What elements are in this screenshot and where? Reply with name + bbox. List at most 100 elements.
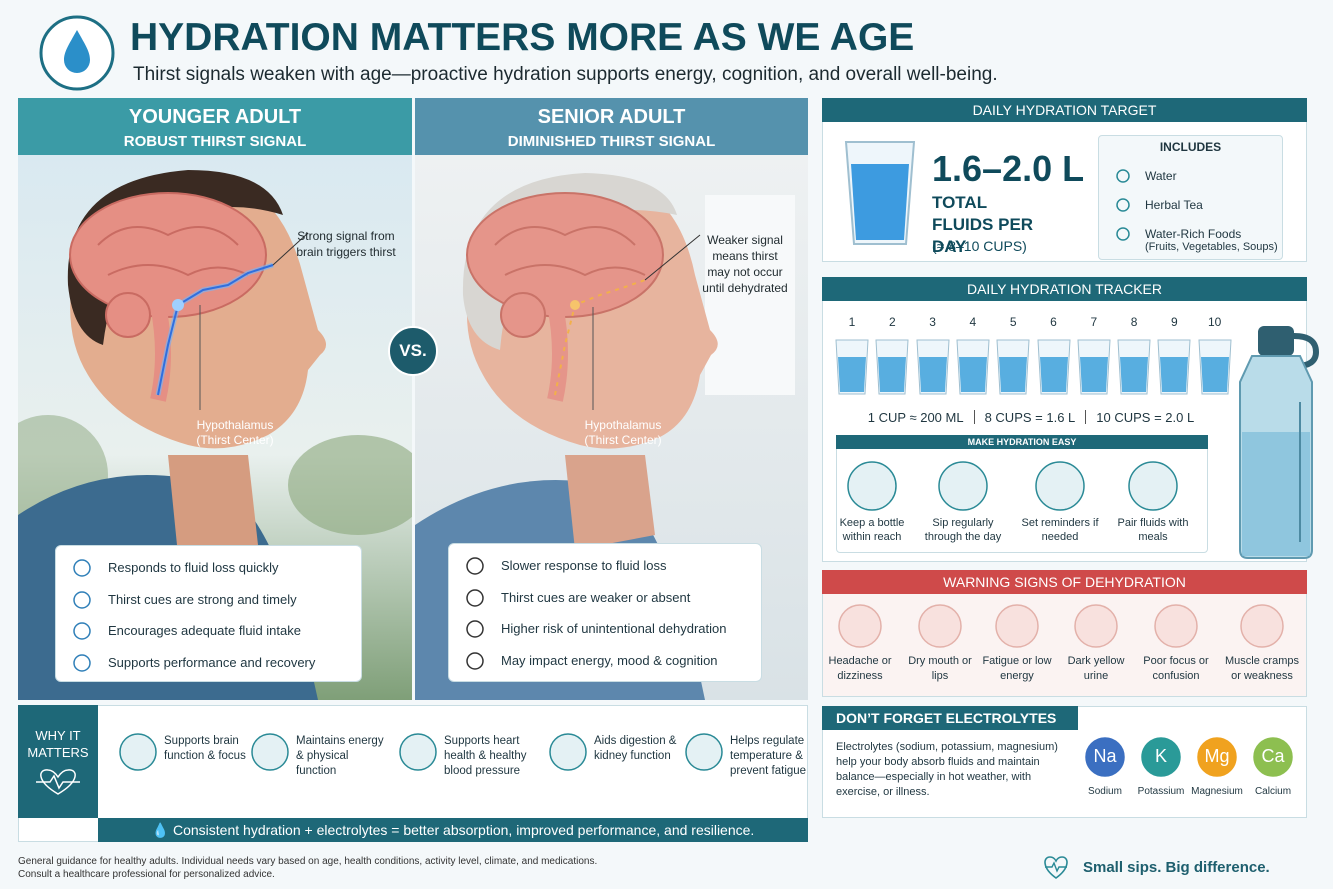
- cup: [916, 339, 950, 395]
- younger-callout: Strong signal from brain triggers thirst: [296, 229, 396, 259]
- sign-icon: [838, 604, 882, 648]
- why-icon: [251, 733, 289, 771]
- cup-number: 6: [1050, 315, 1057, 329]
- why-label-box: WHY IT MATTERS: [18, 705, 98, 818]
- tip-icon: [938, 461, 988, 511]
- electrolyte-symbol: Mg: [1204, 746, 1230, 766]
- senior-points: Slower response to fluid loss Thirst cues…: [448, 543, 762, 682]
- sign-icon: [1154, 604, 1198, 648]
- includes-title: INCLUDES: [1159, 140, 1222, 154]
- younger-subtitle: ROBUST THIRST SIGNAL: [123, 133, 307, 150]
- electrolyte-symbol: Ca: [1261, 746, 1285, 766]
- conversion: 10 CUPS = 2.0 L: [1096, 410, 1195, 425]
- point-icon: [73, 590, 91, 609]
- include-icon: [1116, 198, 1130, 212]
- electrolyte-name: Magnesium: [1191, 786, 1243, 797]
- why-footer: Consistent hydration + electrolytes = be…: [173, 822, 755, 838]
- sign-icon: [1074, 604, 1118, 648]
- glass-icon: [844, 141, 916, 245]
- why-icon: [685, 733, 723, 771]
- cup: [1077, 339, 1111, 395]
- target-header: DAILY HYDRATION TARGET: [822, 98, 1307, 122]
- electrolyte-symbol: K: [1154, 746, 1167, 766]
- sign-text: Muscle cramps or weakness: [1225, 655, 1299, 682]
- senior-subtitle: DIMINISHED THIRST SIGNAL: [507, 133, 716, 150]
- tip-text: Keep a bottle within reach: [839, 517, 905, 543]
- cup-number: 10: [1208, 315, 1222, 329]
- electrolyte-name: Potassium: [1137, 786, 1185, 797]
- electrolyte-circle: [1197, 737, 1237, 777]
- why-footer-bar: 💧 Consistent hydration + electrolytes = …: [98, 818, 808, 842]
- tip-text: Sip regularly through the day: [924, 517, 1002, 543]
- electrolyte-symbol: Na: [1093, 746, 1117, 766]
- electrolyte-text: Electrolytes (sodium, potassium, magnesi…: [836, 741, 1058, 798]
- tip-text: Pair fluids with meals: [1117, 517, 1189, 543]
- cup-number: 3: [929, 315, 936, 329]
- include-icon: [1116, 169, 1130, 183]
- younger-header: YOUNGER ADULT ROBUST THIRST SIGNAL: [18, 98, 412, 155]
- younger-points: Responds to fluid loss quickly Thirst cue…: [55, 545, 362, 682]
- cup: [835, 339, 869, 395]
- why-icon: [119, 733, 157, 771]
- point-icon: [466, 620, 484, 638]
- electrolyte-circle: [1253, 737, 1293, 777]
- point-icon: [466, 557, 484, 575]
- target-cups: (≈ 8–10 CUPS): [932, 238, 1027, 254]
- cup-number: 2: [888, 315, 896, 329]
- electrolyte-name: Sodium: [1088, 786, 1122, 797]
- conversion: 8 CUPS = 1.6 L: [984, 410, 1076, 425]
- cup-number: 4: [969, 315, 977, 329]
- includes-box: [1098, 135, 1283, 260]
- why-text: Helps regulate temperature & prevent fat…: [730, 735, 807, 777]
- cup: [956, 339, 990, 395]
- point-icon: [466, 588, 484, 607]
- point-text: Thirst cues are weaker or absent: [501, 589, 691, 605]
- cup-number: 1: [848, 315, 856, 329]
- sign-icon: [1240, 604, 1284, 648]
- sign-text: Headache or dizziness: [828, 655, 892, 682]
- include-text: Water-Rich Foods: [1145, 227, 1242, 241]
- why-icon: [399, 733, 437, 771]
- point-text: Higher risk of unintentional dehydration: [501, 621, 727, 636]
- cup: [1117, 339, 1151, 395]
- cup: [1198, 339, 1232, 395]
- younger-label: Hypothalamus (Thirst Center): [196, 418, 274, 447]
- vs-badge: VS.: [388, 326, 438, 376]
- target-description: TOTAL FLUIDS PER DAY: [932, 193, 1034, 256]
- heart-icon: [36, 769, 80, 795]
- bottle-icon: [1239, 326, 1320, 559]
- include-text: Water: [1145, 169, 1177, 183]
- disclaimer: General guidance for healthy adults. Ind…: [18, 855, 597, 881]
- tip-icon: [847, 461, 897, 511]
- point-text: Supports performance and recovery: [108, 654, 316, 670]
- target-amount: 1.6–2.0 L: [932, 148, 1085, 189]
- sign-icon: [918, 604, 962, 648]
- cup: [1157, 339, 1191, 395]
- sign-text: Fatigue or low energy: [982, 655, 1052, 682]
- younger-title: YOUNGER ADULT: [128, 106, 302, 128]
- tip-icon: [1128, 461, 1178, 511]
- cup-number: 9: [1171, 315, 1178, 329]
- tip-icon: [1035, 461, 1085, 511]
- tips-title: MAKE HYDRATION EASY: [836, 435, 1208, 449]
- sign-text: Dark yellow urine: [1067, 655, 1125, 682]
- title: HYDRATION MATTERS MORE AS WE AGE: [130, 16, 915, 59]
- senior-title: SENIOR ADULT: [537, 106, 686, 128]
- cup-number: 5: [1009, 315, 1017, 329]
- electrolyte-header: DON’T FORGET ELECTROLYTES: [822, 706, 1078, 730]
- drop-logo: [39, 15, 115, 91]
- why-text: Maintains energy & physical function: [296, 735, 384, 777]
- cup-number: 8: [1130, 315, 1138, 329]
- separator: [1085, 410, 1087, 424]
- senior-callout: Weaker signal means thirst may not occur…: [702, 233, 788, 295]
- why-icon: [549, 733, 587, 771]
- sign-icon: [995, 604, 1039, 648]
- point-icon: [73, 653, 91, 672]
- cup: [996, 339, 1030, 395]
- includes-note: (Fruits, Vegetables, Soups): [1145, 241, 1278, 253]
- cup: [875, 339, 909, 395]
- sign-text: Poor focus or confusion: [1143, 655, 1209, 682]
- why-text: Supports heart health & healthy blood pr…: [444, 735, 527, 777]
